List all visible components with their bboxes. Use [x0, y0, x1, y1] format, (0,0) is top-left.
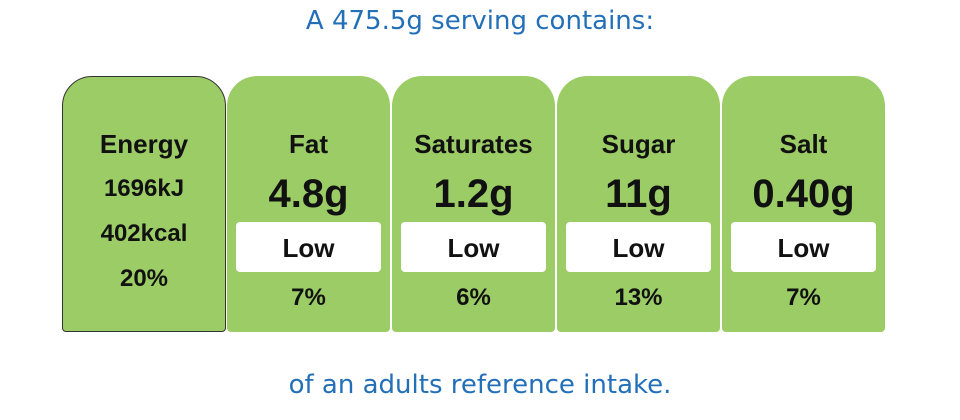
- nutrient-amount: 1.2g: [433, 172, 514, 216]
- level-box: Low: [236, 222, 381, 272]
- title: A 475.5g serving contains:: [305, 6, 655, 36]
- energy-panel: Energy 1696kJ 402kcal 20%: [62, 76, 226, 332]
- level-box: Low: [566, 222, 711, 272]
- nutrient-level: Low: [447, 233, 500, 263]
- nutrient-name: Saturates: [414, 129, 533, 159]
- energy-percent: 20%: [119, 265, 169, 292]
- nutrient-percent: 7%: [786, 284, 821, 311]
- footer: of an adults reference intake.: [288, 370, 672, 400]
- energy-kcal: 402kcal: [100, 220, 188, 247]
- nutrient-panel: Salt 0.40g Low 7%: [722, 76, 885, 332]
- level-box: Low: [401, 222, 546, 272]
- energy-kj: 1696kJ: [103, 175, 185, 202]
- nutrient-panel: Sugar 11g Low 13%: [557, 76, 720, 332]
- nutrient-amount: 11g: [605, 172, 672, 216]
- nutrient-level: Low: [777, 233, 830, 263]
- nutrient-panel: Fat 4.8g Low 7%: [227, 76, 390, 332]
- nutrient-amount: 4.8g: [268, 172, 349, 216]
- nutrient-panel: Saturates 1.2g Low 6%: [392, 76, 555, 332]
- nutrient-level: Low: [612, 233, 665, 263]
- nutrient-percent: 13%: [614, 284, 663, 311]
- level-box: Low: [731, 222, 876, 272]
- nutrient-percent: 6%: [456, 284, 491, 311]
- nutrient-percent: 7%: [291, 284, 326, 311]
- nutrient-level: Low: [282, 233, 335, 263]
- nutrient-amount: 0.40g: [752, 172, 855, 216]
- nutrient-name: Fat: [289, 129, 328, 159]
- nutrient-name: Salt: [779, 129, 828, 159]
- nutrient-name: Sugar: [601, 129, 676, 159]
- energy-label: Energy: [99, 129, 189, 159]
